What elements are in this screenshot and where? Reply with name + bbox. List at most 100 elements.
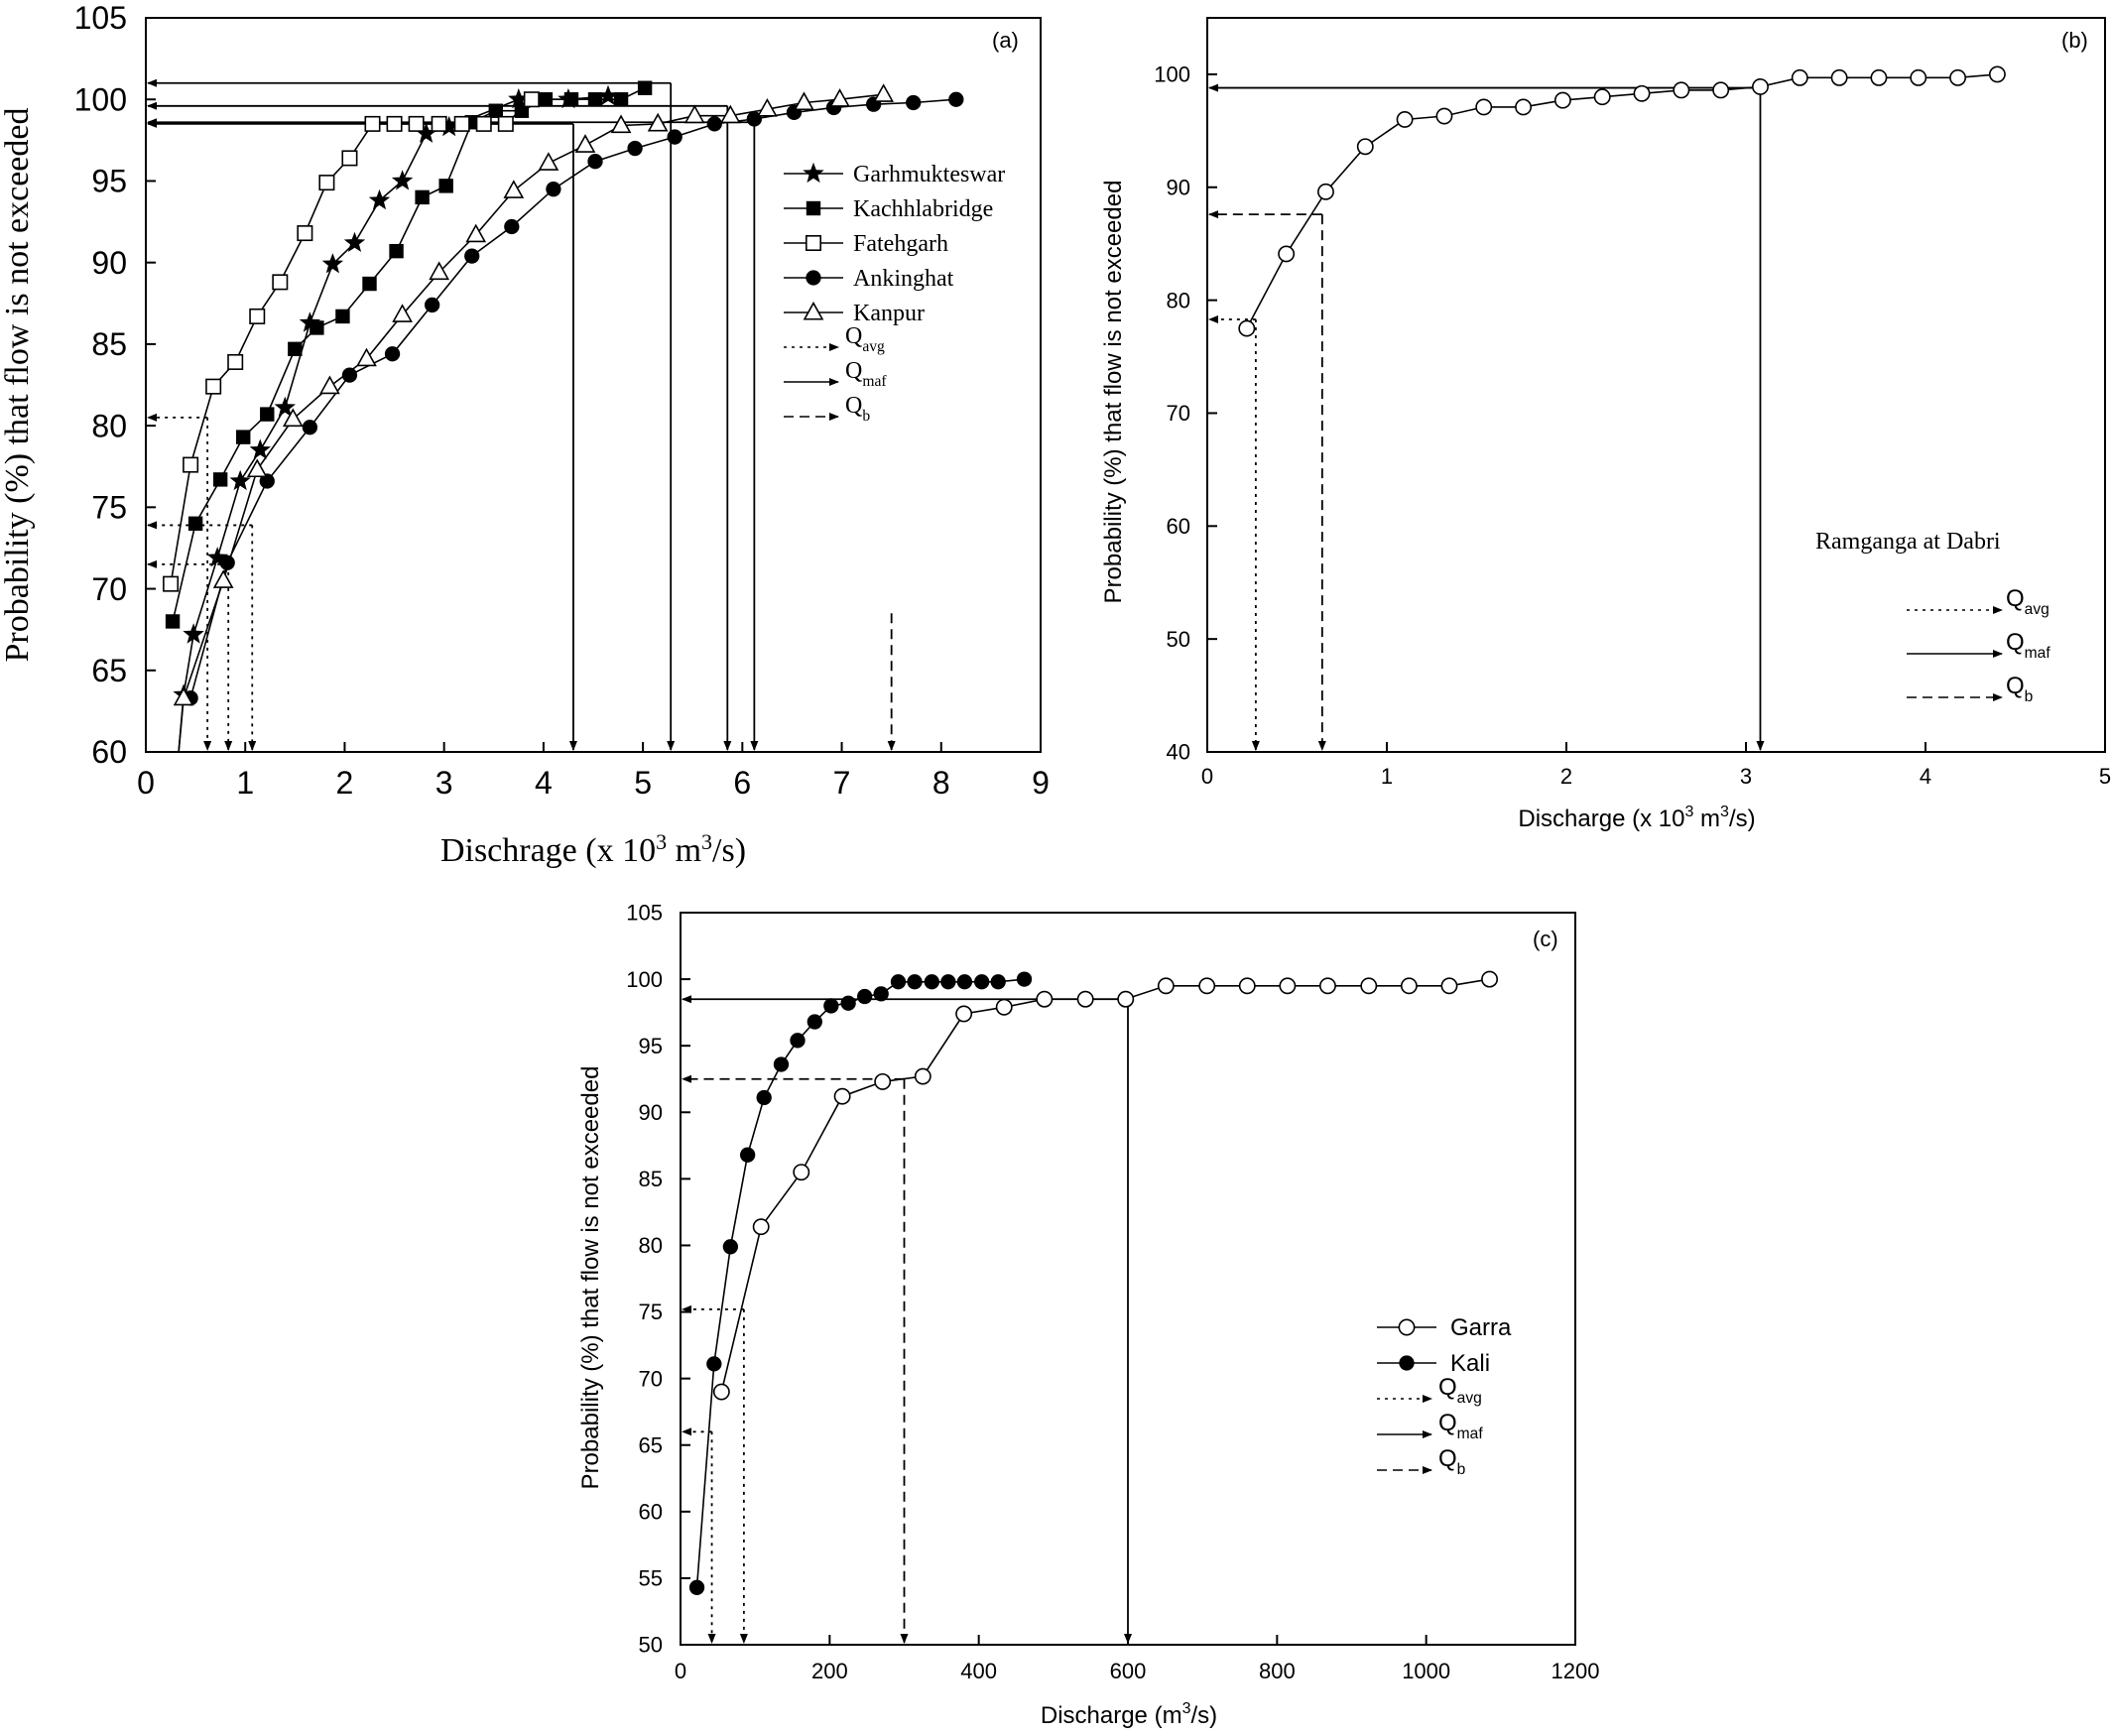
legend-label: Garra	[1450, 1314, 1512, 1341]
data-point	[1633, 84, 1651, 102]
data-point	[706, 116, 722, 132]
x-tick-label: 5	[634, 765, 652, 801]
data-point	[415, 189, 430, 205]
data-point	[227, 353, 244, 370]
data-point	[205, 378, 222, 395]
data-point	[538, 92, 554, 107]
data-point	[282, 408, 304, 428]
data-point	[1712, 81, 1730, 99]
series-line	[720, 978, 1490, 1393]
data-point	[274, 396, 296, 418]
data-point	[497, 115, 514, 132]
data-point	[362, 276, 377, 292]
y-tick-label: 105	[626, 901, 663, 926]
data-point	[236, 430, 251, 444]
data-point	[335, 309, 350, 324]
data-point	[1481, 970, 1499, 988]
data-point	[384, 346, 401, 362]
x-tick-label: 3	[435, 765, 453, 801]
data-point	[429, 261, 450, 281]
data-point	[1673, 81, 1690, 99]
series-line	[178, 93, 884, 753]
data-point	[431, 115, 447, 132]
data-point	[647, 112, 669, 132]
legend-q-avg-label: Qavg	[2006, 585, 2049, 618]
x-tick-label: 7	[833, 765, 851, 801]
legend-q-b-label: Qb	[1438, 1445, 1466, 1478]
legend-label: Kanpur	[853, 301, 925, 326]
x-tick-label: 1200	[1552, 1659, 1600, 1683]
data-point	[341, 367, 358, 383]
data-point	[793, 1164, 810, 1181]
x-tick-label: 2	[1560, 764, 1572, 789]
data-point	[318, 175, 335, 191]
x-tick-label: 3	[1740, 764, 1752, 789]
guide-arrows	[1208, 83, 1765, 751]
data-point	[906, 94, 922, 111]
legend: Qavg Qmaf Qb	[1907, 585, 2050, 705]
legend-q-maf-label: Qmaf	[845, 358, 887, 390]
data-point	[1988, 65, 2006, 83]
data-point	[574, 134, 596, 153]
y-tick-label: 85	[639, 1167, 663, 1191]
data-point	[219, 555, 235, 570]
y-tick-label: 105	[74, 0, 127, 36]
x-tick-label: 600	[1110, 1659, 1147, 1683]
y-tick-label: 90	[1167, 175, 1190, 199]
series-line	[695, 978, 1025, 1588]
data-point	[1117, 990, 1135, 1008]
guide-arrows	[682, 995, 1132, 1644]
legend-label: Kali	[1450, 1350, 1490, 1377]
data-point	[368, 188, 391, 210]
data-point	[212, 472, 228, 487]
data-series	[163, 80, 964, 753]
legend-marker	[805, 235, 821, 252]
data-point	[587, 154, 603, 170]
data-point	[173, 686, 194, 706]
data-point	[1440, 977, 1458, 995]
data-point	[272, 274, 289, 291]
data-point	[386, 115, 403, 132]
data-point	[249, 438, 271, 459]
data-point	[1076, 990, 1094, 1008]
data-point	[438, 115, 460, 137]
series-line	[178, 95, 609, 753]
data-point	[229, 469, 251, 491]
data-point	[874, 1072, 892, 1090]
data-point	[546, 182, 561, 197]
legend-q-maf-label: Qmaf	[2006, 629, 2050, 662]
data-point	[389, 243, 404, 259]
x-tick-label: 6	[733, 765, 751, 801]
legend-q-b-label: Qb	[845, 393, 870, 425]
data-point	[914, 1067, 931, 1085]
x-tick-labels: 0 200 400 600 800 1000 1200	[675, 1635, 1600, 1683]
data-point	[183, 456, 199, 473]
data-point	[1553, 91, 1571, 109]
legend-marker	[806, 270, 821, 286]
legend-label: Kachhlabridge	[853, 196, 993, 222]
legend-marker	[1399, 1355, 1415, 1371]
legend-label: Ankinghat	[853, 266, 954, 292]
panel-label: (a)	[992, 28, 1019, 53]
data-point	[613, 92, 629, 107]
x-tick-label: 0	[1201, 764, 1213, 789]
data-point	[833, 1087, 851, 1105]
y-tick-label: 100	[626, 967, 663, 992]
y-tick-label: 95	[91, 164, 127, 199]
y-tick-label: 50	[1167, 627, 1190, 652]
data-point	[408, 115, 425, 132]
data-point	[1016, 971, 1033, 987]
data-point	[940, 974, 956, 990]
data-point	[890, 974, 907, 990]
legend-label: Fatehgarh	[853, 231, 948, 257]
x-tick-label: 2	[336, 765, 354, 801]
series-line	[170, 98, 533, 584]
x-tick-labels: 0 1 2 3 4 5 6 7 8 9	[137, 742, 1050, 801]
y-tick-labels: 50 55 60 65 70 75 80 85 90 95 100 105	[626, 901, 690, 1658]
y-tick-label: 100	[1154, 62, 1190, 87]
data-point	[1360, 977, 1378, 995]
data-point	[187, 516, 203, 531]
data-point	[719, 104, 741, 124]
data-point	[956, 974, 973, 990]
